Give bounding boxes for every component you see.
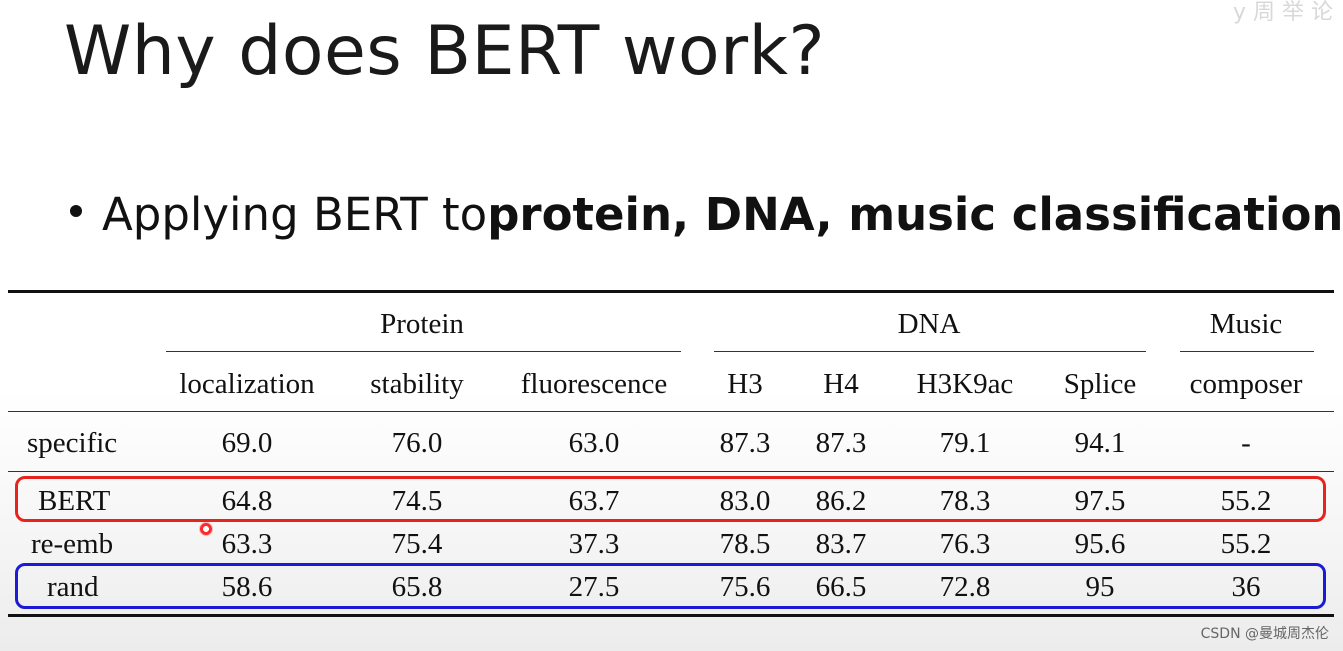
rand-row-highlight	[15, 563, 1326, 609]
table-cell: 63.3	[221, 528, 273, 560]
table-cell: 63.7	[568, 485, 620, 517]
group-header-dna: DNA	[897, 308, 961, 340]
table-cell: 65.8	[391, 571, 443, 603]
table-bottom-rule	[8, 614, 1334, 617]
row-label-rand: rand	[47, 571, 99, 603]
bullet-icon	[70, 205, 82, 217]
row-label-re-emb: re-emb	[31, 528, 114, 560]
table-cell: 55.2	[1220, 485, 1272, 517]
column-header: fluorescence	[520, 368, 668, 400]
table-cell: -	[1241, 427, 1251, 459]
table-cell: 83.0	[719, 485, 771, 517]
dna-group-line	[714, 351, 1146, 352]
group-header-protein: Protein	[380, 308, 464, 340]
table-cell: 75.6	[719, 571, 771, 603]
row-label-specific: specific	[27, 427, 118, 459]
table-cell: 75.4	[391, 528, 443, 560]
column-header: localization	[179, 368, 315, 400]
table-cell: 95.6	[1074, 528, 1126, 560]
table-top-rule	[8, 290, 1334, 293]
table-cell: 79.1	[939, 427, 991, 459]
bullet-point: Applying BERT to protein, DNA, music cla…	[64, 188, 1343, 241]
table-cell: 69.0	[221, 427, 273, 459]
column-header: stability	[370, 368, 464, 400]
table-header-rule	[8, 411, 1334, 412]
table-cell: 87.3	[815, 427, 867, 459]
table-cell: 74.5	[391, 485, 443, 517]
slide-title: Why does BERT work?	[64, 12, 826, 91]
table-cell: 63.0	[568, 427, 620, 459]
table-cell: 36	[1231, 571, 1261, 603]
column-header: Splice	[1063, 368, 1137, 400]
bullet-text: Applying BERT to	[102, 188, 488, 241]
music-group-line	[1180, 351, 1314, 352]
table-cell: 87.3	[719, 427, 771, 459]
table-cell: 55.2	[1220, 528, 1272, 560]
laser-pointer-icon	[199, 522, 213, 536]
table-cell: 66.5	[815, 571, 867, 603]
bert-row-highlight	[15, 476, 1326, 522]
table-cell: 58.6	[221, 571, 273, 603]
table-cell: 78.3	[939, 485, 991, 517]
table-cell: 78.5	[719, 528, 771, 560]
table-section-rule	[8, 471, 1334, 472]
table-cell: 72.8	[939, 571, 991, 603]
column-header: H3K9ac	[916, 368, 1014, 400]
row-label-bert: BERT	[38, 485, 111, 517]
table-cell: 37.3	[568, 528, 620, 560]
table-cell: 27.5	[568, 571, 620, 603]
faint-overlay-text: y 周 举 论	[1233, 0, 1333, 25]
table-cell: 76.0	[391, 427, 443, 459]
group-header-music: Music	[1209, 308, 1283, 340]
column-header: H3	[727, 368, 763, 400]
watermark: CSDN @曼城周杰伦	[1200, 626, 1329, 642]
table-cell: 86.2	[815, 485, 867, 517]
table-cell: 94.1	[1074, 427, 1126, 459]
table-cell: 83.7	[815, 528, 867, 560]
bullet-emphasis: protein, DNA, music classification	[487, 188, 1343, 241]
table-cell: 76.3	[939, 528, 991, 560]
table-cell: 64.8	[221, 485, 273, 517]
table-cell: 97.5	[1074, 485, 1126, 517]
protein-group-line	[166, 351, 681, 352]
column-header: composer	[1189, 368, 1303, 400]
table-cell: 95	[1085, 571, 1115, 603]
column-header: H4	[823, 368, 859, 400]
